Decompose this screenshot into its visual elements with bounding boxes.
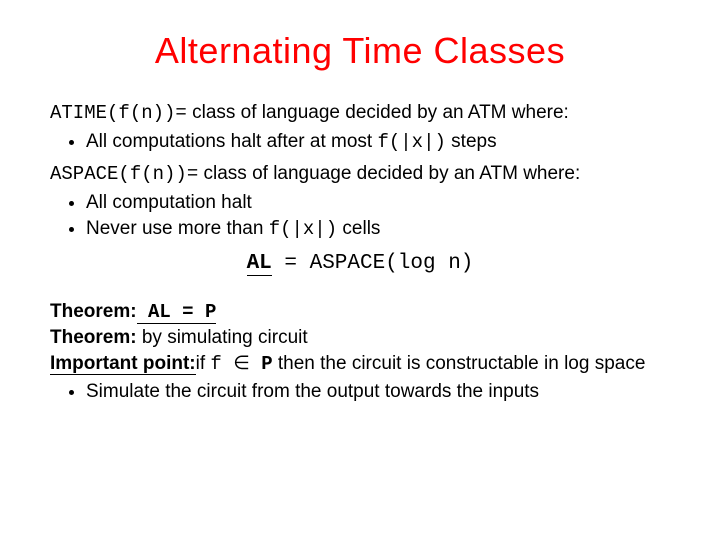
aspace-bullet-2: Never use more than f(|x|) cells <box>86 216 670 243</box>
slide-body: ATIME(f(n))= class of language decided b… <box>50 100 670 405</box>
important-label: Important point: <box>50 353 196 375</box>
theorem-2-rest: by simulating circuit <box>137 327 308 348</box>
atime-lhs: ATIME(f(n))= <box>50 102 187 124</box>
atime-bullet-1-mono: f(|x|) <box>377 131 445 153</box>
important-pre: if <box>196 353 211 374</box>
page-title: Alternating Time Classes <box>50 30 670 72</box>
aspace-lhs: ASPACE(f(n))= <box>50 163 198 185</box>
important-p: P <box>250 353 273 375</box>
aspace-bullets: All computation halt Never use more than… <box>50 190 670 242</box>
atime-def: ATIME(f(n))= class of language decided b… <box>50 100 670 127</box>
aspace-bullet-2-pre: Never use more than <box>86 218 269 239</box>
important-f: f <box>210 353 233 375</box>
al-rest: = ASPACE(log n) <box>272 252 474 275</box>
atime-bullet-1-pre: All computations halt after at most <box>86 131 377 152</box>
theorem-2-label: Theorem: <box>50 327 137 348</box>
aspace-rhs: class of language decided by an ATM wher… <box>198 163 580 184</box>
element-of-icon: ∈ <box>233 353 250 374</box>
al-definition: AL = ASPACE(log n) <box>50 248 670 278</box>
atime-bullets: All computations halt after at most f(|x… <box>50 129 670 156</box>
important-point: Important point:if f ∈ P then the circui… <box>50 351 670 378</box>
theorem-1-al: AL = P <box>137 301 217 324</box>
important-post: then the circuit is constructable in log… <box>273 353 646 374</box>
aspace-bullet-2-mono: f(|x|) <box>269 218 337 240</box>
theorem-2: Theorem: by simulating circuit <box>50 325 670 351</box>
theorem-1-label: Theorem: <box>50 301 137 322</box>
theorem-1: Theorem: AL = P <box>50 299 670 326</box>
aspace-def: ASPACE(f(n))= class of language decided … <box>50 161 670 188</box>
important-bullet-1: Simulate the circuit from the output tow… <box>86 379 670 405</box>
important-bullets: Simulate the circuit from the output tow… <box>50 379 670 405</box>
al-label: AL <box>247 252 272 276</box>
atime-bullet-1-post: steps <box>446 131 497 152</box>
atime-rhs: class of language decided by an ATM wher… <box>187 102 569 123</box>
aspace-bullet-1: All computation halt <box>86 190 670 216</box>
aspace-bullet-2-post: cells <box>337 218 380 239</box>
atime-bullet-1: All computations halt after at most f(|x… <box>86 129 670 156</box>
